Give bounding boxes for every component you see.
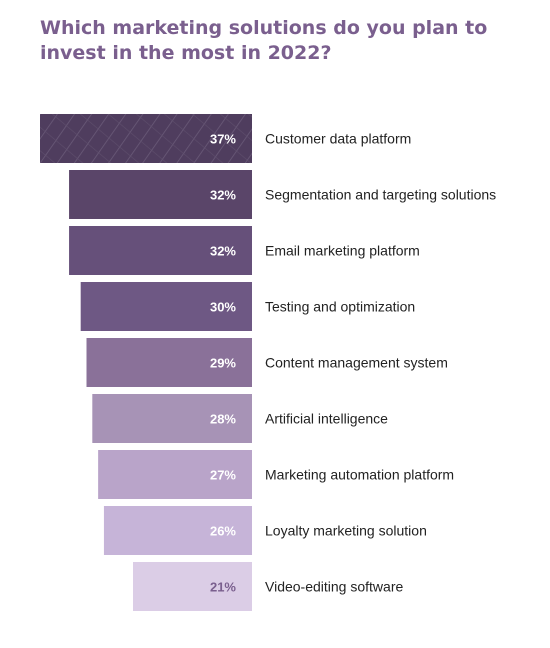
category-label-4: Testing and optimization bbox=[265, 299, 415, 315]
category-label-2: Segmentation and targeting solutions bbox=[265, 187, 496, 203]
bars-group: 37% Customer data platform 32% Segmentation… bbox=[40, 114, 496, 611]
bar-9 bbox=[133, 562, 252, 611]
bar-value-label-1: 37% bbox=[210, 132, 236, 147]
category-label-5: Content management system bbox=[265, 355, 448, 371]
bar-value-label-5: 29% bbox=[210, 356, 236, 371]
bar-8 bbox=[103, 506, 252, 555]
bar-2 bbox=[69, 170, 252, 219]
bar-value-label-9: 21% bbox=[210, 580, 236, 595]
bar-7 bbox=[98, 450, 252, 499]
category-label-6: Artificial intelligence bbox=[265, 411, 388, 427]
category-label-3: Email marketing platform bbox=[265, 243, 420, 259]
bar-4 bbox=[80, 282, 252, 331]
bar-value-label-6: 28% bbox=[210, 412, 236, 427]
bar-value-label-2: 32% bbox=[210, 188, 236, 203]
chart-title: Which marketing solutions do you plan to… bbox=[40, 17, 488, 64]
bar-1-texture-2 bbox=[40, 114, 252, 163]
bar-3 bbox=[69, 226, 252, 275]
bar-value-label-7: 27% bbox=[210, 468, 236, 483]
bar-value-label-3: 32% bbox=[210, 244, 236, 259]
category-label-1: Customer data platform bbox=[265, 131, 411, 147]
bar-6 bbox=[92, 394, 252, 443]
bar-value-label-4: 30% bbox=[210, 300, 236, 315]
category-label-9: Video-editing software bbox=[265, 579, 403, 595]
bar-value-label-8: 26% bbox=[210, 524, 236, 539]
bar-5 bbox=[86, 338, 252, 387]
category-label-8: Loyalty marketing solution bbox=[265, 523, 427, 539]
category-label-7: Marketing automation platform bbox=[265, 467, 454, 483]
